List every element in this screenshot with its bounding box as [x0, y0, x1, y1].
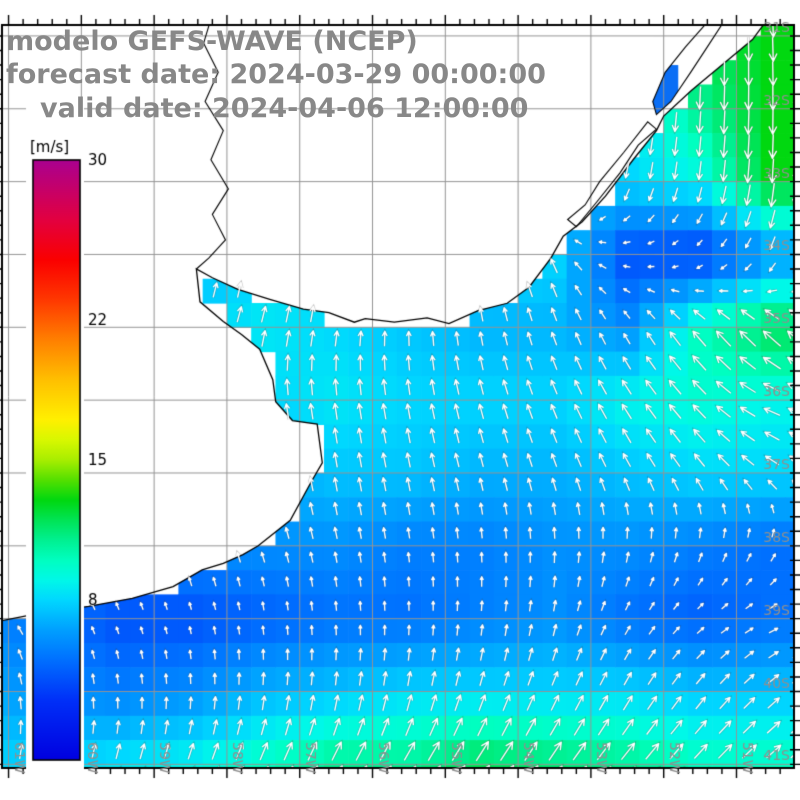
map-canvas — [0, 0, 800, 800]
wave-forecast-chart: modelo GEFS-WAVE (NCEP) forecast date: 2… — [0, 0, 800, 800]
